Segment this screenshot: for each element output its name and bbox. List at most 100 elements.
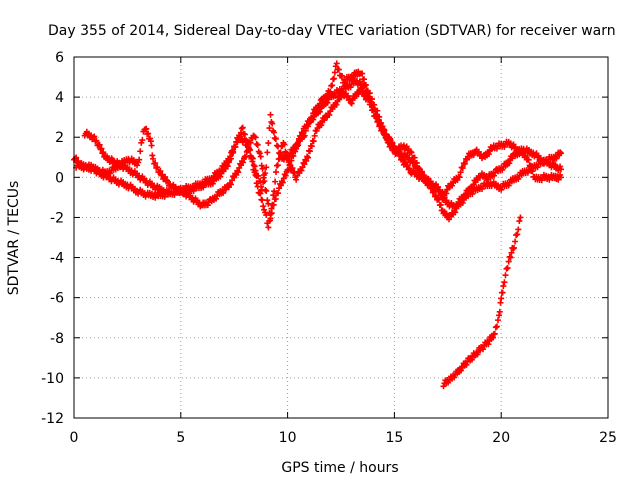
data-point bbox=[511, 244, 518, 251]
data-point bbox=[480, 346, 487, 353]
data-point bbox=[413, 159, 420, 166]
data-point bbox=[209, 180, 216, 187]
data-point bbox=[508, 249, 515, 256]
data-point bbox=[98, 145, 105, 152]
x-tick-label: 5 bbox=[176, 430, 185, 446]
data-point bbox=[152, 160, 159, 167]
data-point bbox=[451, 374, 458, 381]
data-point bbox=[272, 195, 279, 202]
data-point bbox=[213, 195, 220, 202]
data-point bbox=[435, 183, 442, 190]
data-point bbox=[338, 94, 345, 101]
data-point bbox=[139, 137, 146, 144]
y-tick-label: -8 bbox=[50, 331, 64, 347]
data-point bbox=[431, 193, 438, 200]
data-point bbox=[331, 69, 338, 76]
data-point bbox=[470, 152, 477, 159]
x-axis-label: GPS time / hours bbox=[281, 460, 398, 476]
data-point bbox=[293, 176, 300, 183]
data-point bbox=[499, 289, 506, 296]
data-point bbox=[251, 133, 258, 140]
data-point bbox=[265, 140, 272, 147]
data-point bbox=[391, 145, 398, 152]
data-point bbox=[449, 182, 456, 189]
data-point bbox=[248, 154, 255, 161]
data-point bbox=[457, 169, 464, 176]
data-point bbox=[394, 148, 401, 155]
data-point bbox=[242, 154, 249, 161]
data-point bbox=[496, 308, 503, 315]
data-point bbox=[492, 324, 499, 331]
x-tick-label: 15 bbox=[385, 430, 403, 446]
data-point bbox=[263, 187, 270, 194]
data-point bbox=[335, 66, 342, 73]
x-tick-label: 25 bbox=[599, 430, 617, 446]
data-point bbox=[505, 182, 512, 189]
y-tick-label: 4 bbox=[55, 90, 64, 106]
data-point bbox=[498, 295, 505, 302]
data-point bbox=[239, 124, 246, 131]
data-point bbox=[506, 160, 513, 167]
data-point bbox=[367, 101, 374, 108]
data-point bbox=[281, 141, 288, 148]
data-point bbox=[406, 165, 413, 172]
data-point bbox=[443, 190, 450, 197]
data-point bbox=[264, 197, 271, 204]
data-point bbox=[264, 149, 271, 156]
data-point bbox=[290, 153, 297, 160]
data-points bbox=[71, 60, 565, 390]
data-point bbox=[321, 117, 328, 124]
data-point bbox=[437, 201, 444, 208]
data-point bbox=[498, 186, 505, 193]
data-point bbox=[135, 159, 142, 166]
data-point bbox=[389, 140, 396, 147]
data-point bbox=[333, 60, 340, 67]
data-point bbox=[326, 90, 333, 97]
x-tick-label: 0 bbox=[70, 430, 79, 446]
chart-title: Day 355 of 2014, Sidereal Day-to-day VTE… bbox=[48, 23, 616, 39]
data-point bbox=[468, 356, 475, 363]
data-point bbox=[157, 168, 164, 175]
y-tick-label: -6 bbox=[50, 291, 64, 307]
data-point bbox=[464, 156, 471, 163]
data-point bbox=[257, 190, 264, 197]
data-point bbox=[274, 162, 281, 169]
y-tick-label: -4 bbox=[50, 251, 64, 267]
data-point bbox=[301, 161, 308, 168]
data-point bbox=[268, 205, 275, 212]
data-point bbox=[107, 170, 114, 177]
data-point bbox=[332, 93, 339, 100]
data-point bbox=[146, 135, 153, 142]
data-point bbox=[243, 148, 250, 155]
data-point bbox=[262, 187, 269, 194]
data-point bbox=[358, 85, 365, 92]
y-tick-label: 6 bbox=[55, 50, 64, 66]
data-point bbox=[362, 81, 369, 88]
data-point bbox=[316, 100, 323, 107]
data-point bbox=[259, 197, 266, 204]
data-point bbox=[267, 111, 274, 118]
data-point bbox=[373, 113, 380, 120]
data-point bbox=[440, 383, 447, 390]
data-point bbox=[407, 148, 414, 155]
data-point bbox=[329, 82, 336, 89]
data-point bbox=[323, 94, 330, 101]
data-point bbox=[269, 201, 276, 208]
data-point bbox=[524, 169, 531, 176]
data-point bbox=[366, 90, 373, 97]
data-point bbox=[260, 203, 267, 210]
data-point bbox=[282, 172, 289, 179]
y-tick-label: -10 bbox=[41, 371, 64, 387]
data-point bbox=[237, 129, 244, 136]
data-point bbox=[359, 70, 366, 77]
data-point bbox=[217, 173, 224, 180]
data-point bbox=[501, 279, 508, 286]
data-point bbox=[315, 104, 322, 111]
data-point bbox=[557, 163, 564, 170]
data-point bbox=[355, 91, 362, 98]
data-point bbox=[204, 202, 211, 209]
data-point bbox=[247, 139, 254, 146]
data-point bbox=[489, 334, 496, 341]
data-point bbox=[270, 192, 277, 199]
data-point bbox=[478, 185, 485, 192]
